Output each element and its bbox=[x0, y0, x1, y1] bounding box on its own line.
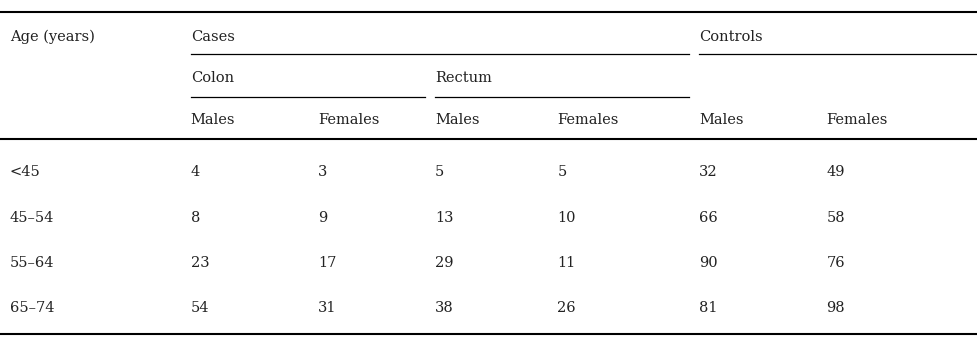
Text: Controls: Controls bbox=[699, 30, 762, 44]
Text: 3: 3 bbox=[318, 165, 327, 179]
Text: 54: 54 bbox=[191, 301, 209, 315]
Text: 26: 26 bbox=[557, 301, 575, 315]
Text: 9: 9 bbox=[318, 211, 326, 224]
Text: 55–64: 55–64 bbox=[10, 256, 55, 270]
Text: <45: <45 bbox=[10, 165, 40, 179]
Text: 31: 31 bbox=[318, 301, 336, 315]
Text: 17: 17 bbox=[318, 256, 336, 270]
Text: 58: 58 bbox=[826, 211, 844, 224]
Text: 98: 98 bbox=[826, 301, 844, 315]
Text: 23: 23 bbox=[191, 256, 209, 270]
Text: Rectum: Rectum bbox=[435, 71, 491, 85]
Text: 4: 4 bbox=[191, 165, 199, 179]
Text: Males: Males bbox=[435, 113, 480, 127]
Text: Cases: Cases bbox=[191, 30, 234, 44]
Text: 65–74: 65–74 bbox=[10, 301, 55, 315]
Text: Males: Males bbox=[699, 113, 743, 127]
Text: Females: Females bbox=[557, 113, 618, 127]
Text: 45–54: 45–54 bbox=[10, 211, 54, 224]
Text: Females: Females bbox=[826, 113, 887, 127]
Text: 11: 11 bbox=[557, 256, 575, 270]
Text: 81: 81 bbox=[699, 301, 717, 315]
Text: 29: 29 bbox=[435, 256, 453, 270]
Text: 8: 8 bbox=[191, 211, 200, 224]
Text: 32: 32 bbox=[699, 165, 717, 179]
Text: Females: Females bbox=[318, 113, 379, 127]
Text: 76: 76 bbox=[826, 256, 844, 270]
Text: 5: 5 bbox=[557, 165, 566, 179]
Text: Colon: Colon bbox=[191, 71, 234, 85]
Text: 49: 49 bbox=[826, 165, 844, 179]
Text: 66: 66 bbox=[699, 211, 717, 224]
Text: 10: 10 bbox=[557, 211, 575, 224]
Text: 5: 5 bbox=[435, 165, 444, 179]
Text: 38: 38 bbox=[435, 301, 453, 315]
Text: Males: Males bbox=[191, 113, 235, 127]
Text: 90: 90 bbox=[699, 256, 717, 270]
Text: 13: 13 bbox=[435, 211, 453, 224]
Text: Age (years): Age (years) bbox=[10, 29, 95, 44]
